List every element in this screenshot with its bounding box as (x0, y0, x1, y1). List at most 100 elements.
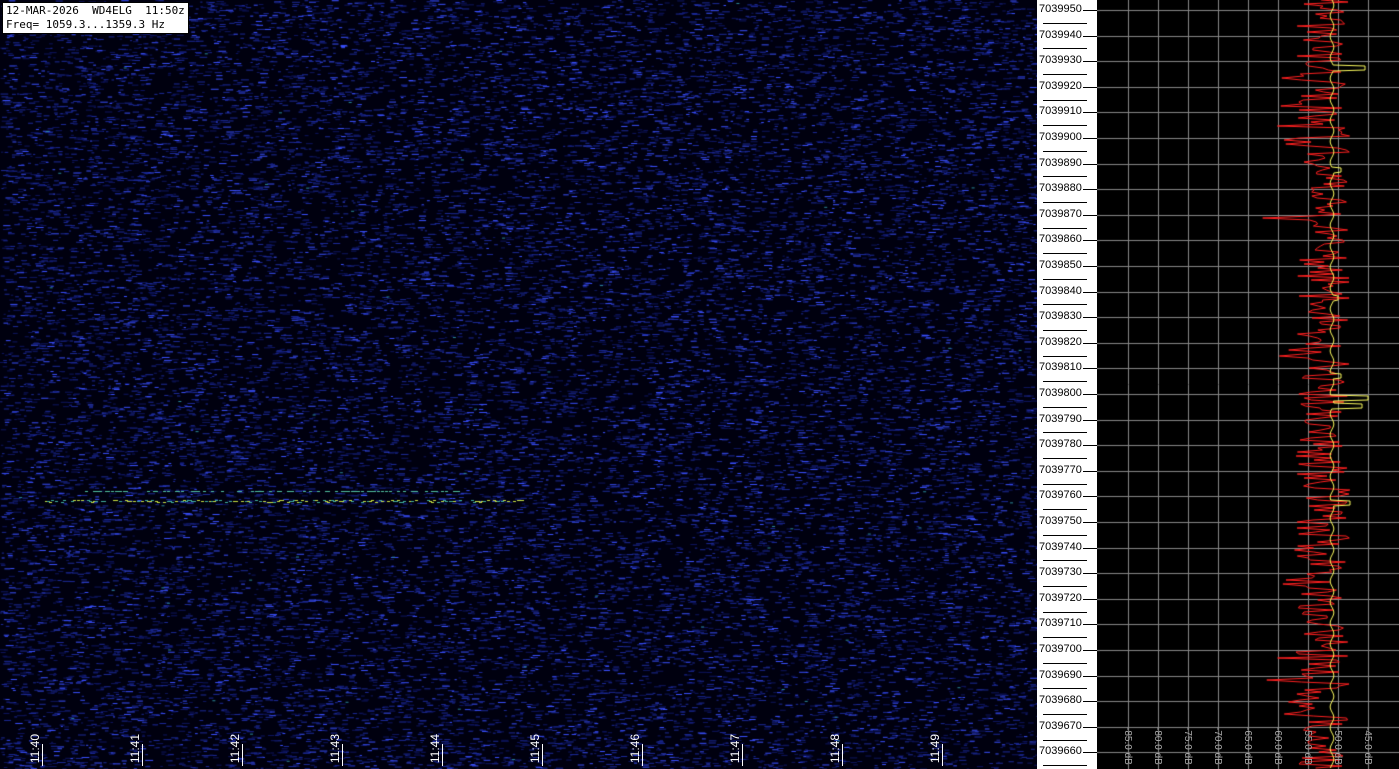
frequency-minor-tick (1043, 22, 1087, 24)
time-label: 11:46 (628, 733, 642, 763)
frequency-label: 7039910 (1039, 105, 1082, 118)
frequency-minor-tick (1043, 432, 1087, 434)
time-tick (342, 744, 343, 766)
frequency-tick (1083, 470, 1097, 472)
frequency-label: 7039670 (1039, 719, 1082, 732)
frequency-range: Freq= 1059.3...1359.3 Hz (6, 18, 165, 31)
frequency-minor-tick (1043, 611, 1087, 613)
waterfall-display (0, 0, 1037, 769)
time-tick (142, 744, 143, 766)
time-tick (742, 744, 743, 766)
frequency-label: 7039830 (1039, 310, 1082, 323)
frequency-tick (1083, 394, 1097, 395)
frequency-label: 7039740 (1039, 540, 1082, 553)
frequency-label: 7039950 (1039, 3, 1082, 15)
frequency-tick (1083, 240, 1097, 242)
frequency-minor-tick (1043, 714, 1087, 715)
frequency-minor-tick (1043, 99, 1087, 101)
frequency-minor-tick (1043, 48, 1087, 50)
frequency-tick (1083, 675, 1097, 677)
frequency-tick (1083, 86, 1097, 88)
time-tick (242, 744, 243, 766)
frequency-tick (1083, 112, 1097, 114)
frequency-tick (1083, 163, 1097, 165)
frequency-tick (1083, 317, 1097, 319)
date-callsign-time: 12-MAR-2026 WD4ELG 11:50z (6, 4, 185, 17)
time-tick (542, 744, 543, 766)
frequency-tick (1083, 752, 1097, 754)
db-label: -55.0 dB (1302, 727, 1313, 765)
frequency-tick (1083, 445, 1097, 447)
db-label: -70.0 dB (1212, 727, 1223, 765)
time-label: 11:40 (28, 733, 42, 763)
time-tick (642, 744, 643, 766)
frequency-minor-tick (1043, 688, 1087, 690)
frequency-tick (1083, 419, 1097, 421)
frequency-tick (1083, 189, 1097, 191)
frequency-minor-tick (1043, 560, 1087, 562)
frequency-tick (1083, 650, 1097, 651)
frequency-label: 7039710 (1039, 617, 1082, 630)
info-label: 12-MAR-2026 WD4ELG 11:50z Freq= 1059.3..… (2, 2, 189, 34)
time-label: 11:43 (328, 733, 342, 763)
frequency-tick (1083, 35, 1097, 37)
frequency-minor-tick (1043, 381, 1087, 383)
frequency-minor-tick (1043, 125, 1087, 127)
frequency-minor-tick (1043, 739, 1087, 741)
frequency-label: 7039730 (1039, 566, 1082, 579)
frequency-minor-tick (1043, 534, 1087, 536)
frequency-tick (1083, 61, 1097, 63)
db-label: -85.0 dB (1122, 727, 1133, 765)
frequency-label: 7039940 (1039, 28, 1082, 41)
db-label: -45.0 dB (1362, 727, 1373, 765)
spectrum-plot (1097, 0, 1399, 769)
frequency-label: 7039810 (1039, 361, 1082, 374)
frequency-minor-tick (1043, 330, 1087, 331)
frequency-label: 7039770 (1039, 463, 1082, 476)
frequency-minor-tick (1043, 150, 1087, 152)
db-label: -80.0 dB (1152, 727, 1163, 765)
frequency-minor-tick (1043, 176, 1087, 178)
frequency-tick (1083, 214, 1097, 216)
frequency-label: 7039700 (1039, 643, 1082, 655)
frequency-minor-tick (1043, 253, 1087, 255)
frequency-label: 7039860 (1039, 233, 1082, 246)
frequency-tick (1083, 10, 1097, 11)
frequency-minor-tick (1043, 483, 1087, 485)
frequency-label: 7039800 (1039, 387, 1082, 399)
frequency-minor-tick (1043, 509, 1087, 511)
frequency-label: 7039880 (1039, 182, 1082, 195)
time-label: 11:48 (828, 733, 842, 763)
frequency-minor-tick (1043, 202, 1087, 203)
frequency-label: 7039900 (1039, 131, 1082, 143)
frequency-label: 7039790 (1039, 412, 1082, 425)
time-tick (442, 744, 443, 766)
frequency-minor-tick (1043, 765, 1087, 767)
frequency-label: 7039780 (1039, 438, 1082, 451)
frequency-label: 7039690 (1039, 668, 1082, 681)
frequency-tick (1083, 547, 1097, 549)
time-label: 11:42 (228, 733, 242, 763)
frequency-tick (1083, 598, 1097, 600)
frequency-minor-tick (1043, 304, 1087, 306)
time-tick (42, 744, 43, 766)
time-label: 11:44 (428, 733, 442, 763)
frequency-minor-tick (1043, 355, 1087, 357)
frequency-tick (1083, 701, 1097, 703)
db-label: -60.0 dB (1272, 727, 1283, 765)
frequency-label: 7039930 (1039, 54, 1082, 67)
frequency-tick (1083, 368, 1097, 370)
frequency-tick (1083, 138, 1097, 139)
frequency-tick (1083, 726, 1097, 728)
frequency-label: 7039820 (1039, 335, 1082, 348)
frequency-label: 7039750 (1039, 515, 1082, 527)
frequency-label: 7039760 (1039, 489, 1082, 502)
frequency-tick (1083, 624, 1097, 626)
frequency-minor-tick (1043, 278, 1087, 280)
frequency-tick (1083, 266, 1097, 267)
frequency-label: 7039720 (1039, 591, 1082, 604)
frequency-tick (1083, 291, 1097, 293)
frequency-label: 7039890 (1039, 156, 1082, 169)
time-label: 11:49 (928, 733, 942, 763)
frequency-axis: 7039950 7039940 7039930 7039920 7039910 70399… (1037, 0, 1097, 769)
